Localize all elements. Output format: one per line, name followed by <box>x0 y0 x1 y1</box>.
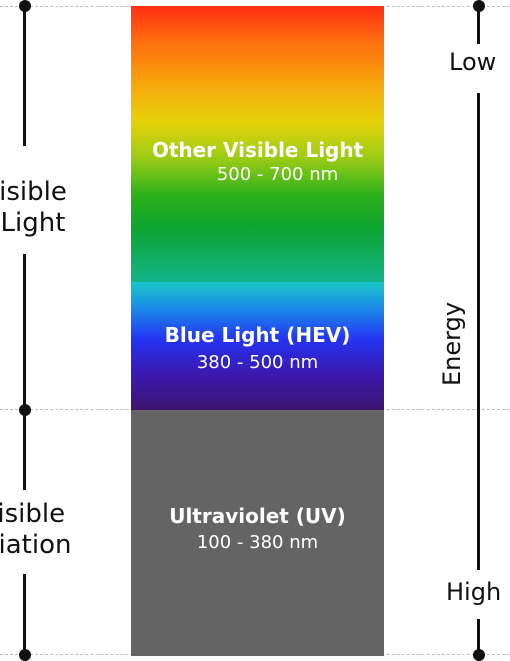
invisible-radiation-label-line-1: visible <box>0 499 66 529</box>
invisible-bracket-bottom-dot <box>19 649 31 661</box>
visible-light-label-line-1: isible <box>0 177 67 207</box>
energy-axis-line-middle <box>477 93 480 570</box>
visible-light-label: isible Light <box>0 177 88 239</box>
energy-axis-line-top <box>477 6 480 44</box>
energy-axis-bottom-dot <box>473 649 485 661</box>
other-visible-light-title: Other Visible Light <box>151 138 364 162</box>
blue-light-range: 380 - 500 nm <box>196 352 319 373</box>
ultraviolet-range: 100 - 380 nm <box>196 532 319 553</box>
visible-light-label-line-2: Light <box>0 208 66 238</box>
invisible-radiation-label: visible diation <box>0 499 102 561</box>
visible-bracket-line-top <box>23 6 26 146</box>
blue-light-band: Blue Light (HEV) 380 - 500 nm <box>131 282 384 410</box>
invisible-radiation-label-line-2: diation <box>0 530 72 560</box>
ultraviolet-title: Ultraviolet (UV) <box>169 504 346 528</box>
energy-low-label: Low <box>449 48 497 76</box>
other-visible-light-band: Other Visible Light 500 - 700 nm <box>131 6 384 282</box>
other-visible-light-range: 500 - 700 nm <box>216 164 339 185</box>
energy-high-label: High <box>446 578 502 606</box>
energy-axis-title: Energy <box>438 301 466 386</box>
invisible-bracket-line-bottom <box>23 574 26 654</box>
blue-light-title: Blue Light (HEV) <box>164 323 351 347</box>
visible-bracket-top-dot <box>19 0 31 12</box>
energy-axis-line-bottom <box>477 619 480 655</box>
invisible-bracket-line-top <box>23 410 26 490</box>
ultraviolet-band: Ultraviolet (UV) 100 - 380 nm <box>131 410 384 656</box>
visible-bracket-line-bottom <box>23 254 26 410</box>
